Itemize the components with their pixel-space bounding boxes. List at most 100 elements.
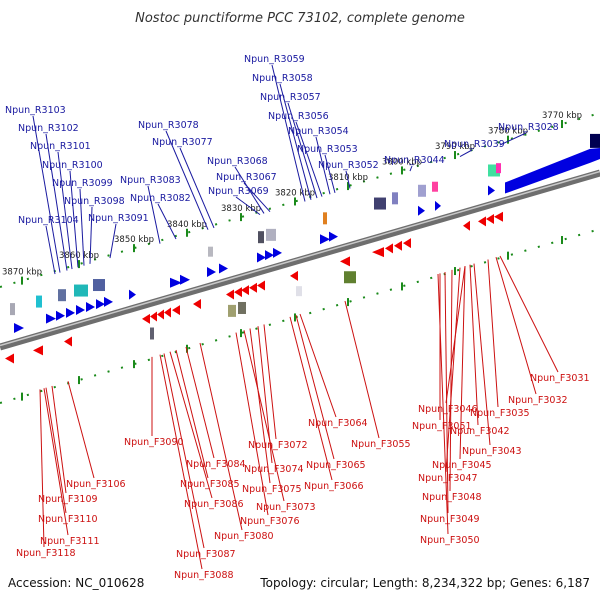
top-gene-label: Npun_R3104 [18, 215, 79, 226]
ruler-tick-label: 3870 kbp [2, 268, 42, 278]
reverse-gene-arrow [172, 305, 180, 316]
bottom-gene-leader [459, 266, 466, 460]
top-gene-leader [109, 223, 117, 259]
feature-box [258, 231, 264, 244]
bottom-gene-leader [344, 300, 380, 439]
bottom-gene-label: Npun_F3035 [470, 408, 530, 419]
feature-box [93, 279, 105, 292]
top-gene-label: Npun_R3100 [42, 160, 103, 171]
ruler-tick-label: 3780 kbp [488, 127, 528, 137]
bottom-gene-label: Npun_F3051 [412, 421, 472, 432]
feature-box [74, 284, 88, 297]
top-gene-leader [287, 102, 318, 199]
top-gene-leader [459, 149, 473, 158]
top-gene-label: Npun_R3102 [18, 123, 79, 134]
top-gene-label: Npun_R3057 [260, 92, 321, 103]
top-gene-leader [165, 130, 209, 230]
top-gene-leader [234, 166, 265, 214]
bottom-gene-leader [299, 313, 337, 418]
forward-gene-arrow [329, 231, 338, 242]
long-forward-gene [505, 148, 600, 194]
top-gene-leader [79, 188, 85, 266]
ruler-tick-label: 3860 kbp [59, 251, 99, 261]
reverse-gene-arrow [463, 220, 470, 231]
bottom-gene-leader [67, 381, 95, 479]
top-gene-leader [147, 185, 161, 244]
bottom-gene-leader [199, 342, 243, 531]
bottom-gene-leader [45, 387, 67, 514]
bottom-gene-leader [473, 263, 491, 446]
top-gene-leader [295, 121, 323, 197]
top-gene-leader [315, 136, 331, 195]
top-gene-leader [409, 165, 413, 172]
bottom-gene-leader [263, 324, 277, 440]
top-gene-label: Npun_R3101 [30, 141, 91, 152]
top-gene-label: Npun_R3044 [384, 155, 445, 166]
bottom-gene-label: Npun_F3085 [180, 479, 240, 490]
top-gene-leader [279, 83, 312, 200]
bottom-gene-label: Npun_F3110 [38, 514, 98, 525]
top-gene-leader [499, 132, 527, 146]
reverse-gene-arrow [193, 299, 201, 310]
bottom-gene-label: Npun_F3106 [66, 479, 126, 490]
reverse-gene-arrow [486, 214, 494, 225]
feature-box [374, 197, 386, 210]
bottom-gene-leader [449, 269, 453, 492]
top-gene-label: Npun_R3056 [268, 111, 329, 122]
reverse-gene-arrow [478, 216, 486, 227]
bottom-gene-label: Npun_F3048 [422, 492, 482, 503]
top-gene-label: Npun_R3039 [444, 139, 505, 150]
feature-box [150, 327, 154, 340]
top-gene-leader [45, 225, 56, 275]
top-gene-leader [324, 154, 336, 193]
bottom-gene-label: Npun_F3076 [240, 516, 300, 527]
bottom-gene-leader [169, 351, 213, 499]
bottom-gene-label: Npun_F3073 [256, 502, 316, 513]
bottom-gene-label: Npun_F3032 [508, 395, 568, 406]
reverse-gene-arrow [241, 285, 249, 296]
reverse-gene-arrow [340, 256, 350, 267]
top-gene-leader [157, 203, 177, 240]
bottom-gene-label: Npun_F3072 [248, 440, 308, 451]
bottom-gene-label: Npun_F3031 [530, 373, 590, 384]
backbone-layer [0, 169, 600, 351]
forward-gene-arrow [435, 200, 441, 211]
top-gene-leader [179, 147, 215, 229]
feature-box [418, 184, 426, 197]
bottom-gene-label: Npun_F3064 [308, 418, 368, 429]
forward-gene-arrow [14, 322, 24, 333]
top-gene-leader [32, 115, 61, 273]
top-gene-label: Npun_R3082 [130, 193, 191, 204]
bottom-gene-label: Npun_F3111 [40, 536, 100, 547]
bottom-gene-label: Npun_F3075 [242, 484, 302, 495]
bottom-gene-label: Npun_F3080 [214, 531, 274, 542]
reverse-gene-arrow [226, 289, 234, 300]
ruler-tick-label: 3800 kbp [382, 157, 422, 167]
top-gene-label: Npun_R3069 [208, 186, 269, 197]
top-gene-label: Npun_R3052 [318, 160, 379, 171]
forward-gene-arrow [418, 205, 425, 216]
forward-gene-arrow [56, 310, 65, 321]
bottom-gene-leader [43, 388, 69, 536]
feature-box [590, 133, 600, 148]
bottom-gene-leader [469, 264, 479, 426]
bottom-gene-label: Npun_F3065 [306, 460, 366, 471]
bottom-gene-leader [51, 385, 67, 494]
feature-box [10, 303, 15, 316]
forward-gene-arrow [76, 304, 85, 315]
reverse-gene-arrow [394, 240, 402, 251]
forward-gene-arrow [46, 313, 56, 324]
forward-gene-arrow [265, 250, 274, 261]
top-gene-label: Npun_R3078 [138, 120, 199, 131]
feature-box [58, 289, 66, 302]
bottom-gene-label: Npun_F3087 [176, 549, 236, 560]
reverse-gene-arrow [372, 247, 384, 258]
ruler-tick-label: 3830 kbp [221, 204, 261, 214]
reverse-gene-arrow [5, 353, 14, 364]
top-gene-leader [57, 151, 73, 270]
reverse-gene-arrow [290, 270, 298, 281]
bottom-gene-label: Npun_F3045 [432, 460, 492, 471]
forward-gene-arrow [86, 302, 95, 313]
